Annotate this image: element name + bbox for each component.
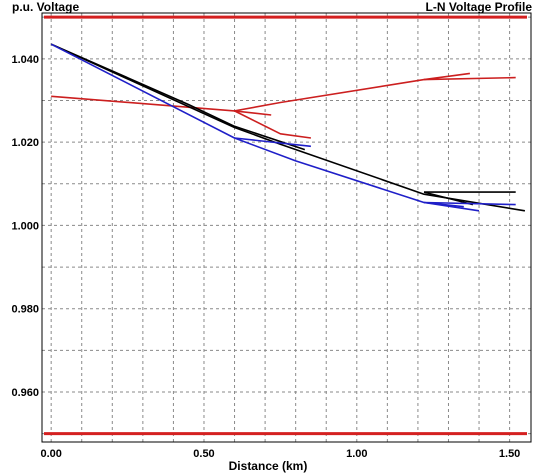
- x-tick-label: 0.00: [40, 448, 61, 460]
- red-phase-line: [234, 110, 312, 139]
- voltage-limit-lines: [44, 15, 527, 436]
- red-phase-line: [423, 72, 471, 81]
- blue-phase-line: [423, 201, 480, 212]
- red-phase-line: [234, 110, 272, 116]
- black-phase-line: [423, 191, 474, 206]
- plot-frame: [41, 12, 532, 443]
- x-tick-label: 1.00: [346, 448, 367, 460]
- black-phase-line: [50, 43, 526, 212]
- y-tick-label: 1.040: [11, 54, 39, 66]
- x-tick-label: 0.50: [193, 448, 214, 460]
- blue-phase-line: [234, 137, 311, 148]
- x-axis-label: Distance (km): [228, 459, 308, 473]
- chart-title: L-N Voltage Profile: [425, 0, 532, 14]
- black-phase-line: [50, 43, 306, 151]
- series-lines: [50, 43, 526, 212]
- axis-ticks: 0.00 0.50 1.00 1.50 0.960 0.980 1.000 1.020 1.04…: [11, 54, 520, 460]
- y-axis-label: p.u. Voltage: [12, 0, 80, 14]
- blue-phase-line: [423, 201, 516, 206]
- y-tick-label: 1.000: [11, 220, 39, 232]
- x-tick-label: 1.50: [499, 448, 520, 460]
- y-tick-label: 1.020: [11, 137, 39, 149]
- y-tick-label: 0.960: [11, 387, 39, 399]
- red-phase-line: [51, 76, 516, 112]
- y-tick-label: 0.980: [11, 304, 39, 316]
- blue-phase-line: [50, 43, 464, 208]
